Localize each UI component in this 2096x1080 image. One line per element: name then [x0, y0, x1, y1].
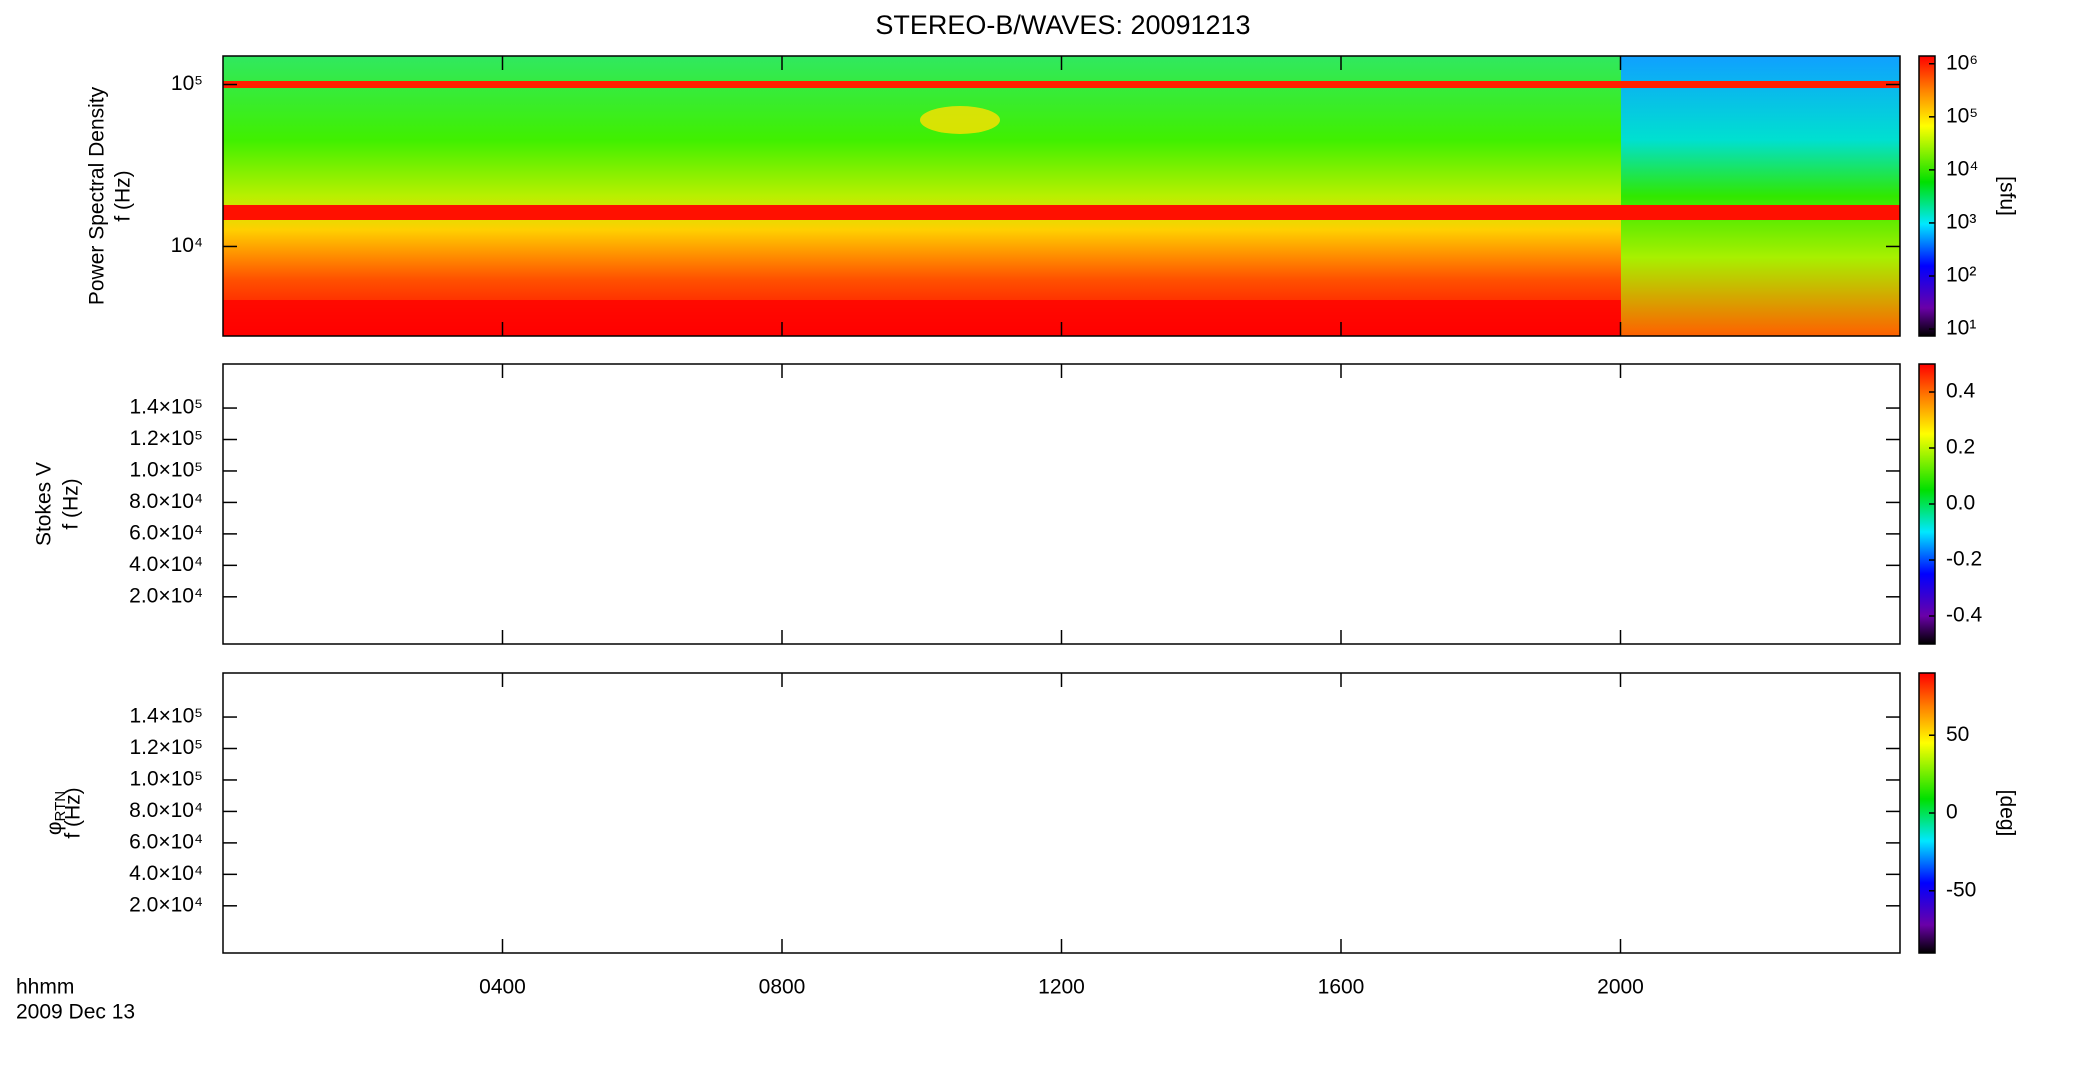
y-tick-label: 1.4×10⁵ [129, 396, 203, 419]
colorbar-tick-label: 10² [1946, 264, 1976, 287]
y-axis-label: Power Spectral Density [86, 86, 109, 305]
emission-band [223, 81, 1900, 88]
y-tick-label: 6.0×10⁴ [129, 830, 203, 853]
x-tick-label: 0800 [759, 976, 806, 999]
colorbar-label: [sfu] [1995, 176, 2018, 216]
y-tick-label: 8.0×10⁴ [129, 799, 203, 822]
y-axis-label: f (Hz) [62, 787, 85, 838]
colorbar-tick-label: 10³ [1946, 210, 1976, 233]
y-tick-label: 1.0×10⁵ [129, 459, 203, 482]
y-axis-label: f (Hz) [60, 478, 83, 529]
y-tick-label: 1.4×10⁵ [129, 705, 203, 728]
date-label: 2009 Dec 13 [16, 1001, 135, 1024]
spectrum-area [223, 56, 1621, 336]
colorbar-tick-label: 0.2 [1946, 436, 1975, 459]
label-symbol: φ [43, 821, 66, 835]
colorbar-label: [deg] [1995, 790, 2018, 837]
colorbar-tick-label: 10⁴ [1946, 157, 1978, 180]
colorbar-tick-label: 10¹ [1946, 317, 1976, 340]
emission-band [223, 205, 1900, 220]
label-subscript: RTN [52, 791, 69, 822]
y-tick-label: 2.0×10⁴ [129, 584, 203, 607]
colorbar-tick-label: -50 [1946, 878, 1976, 901]
y-tick-label: 8.0×10⁴ [129, 490, 203, 513]
colorbar-tick-label: 50 [1946, 723, 1969, 746]
emission-band [223, 300, 1621, 336]
y-tick-label: 1.0×10⁵ [129, 768, 203, 791]
y-tick-label: 2.0×10⁴ [129, 893, 203, 916]
chart-title: STEREO-B/WAVES: 20091213 [875, 10, 1250, 40]
y-tick-label: 10⁴ [171, 234, 203, 257]
x-axis-label: hhmm [16, 976, 74, 999]
y-tick-label: 1.2×10⁵ [129, 736, 203, 759]
y-tick-label: 4.0×10⁴ [129, 862, 203, 885]
colorbar-tick-label: 0.0 [1946, 492, 1975, 515]
spectrum-area [1621, 56, 1900, 336]
colorbar-tick-label: -0.2 [1946, 548, 1982, 571]
x-tick-label: 1200 [1038, 976, 1085, 999]
y-tick-label: 6.0×10⁴ [129, 521, 203, 544]
x-tick-label: 1600 [1318, 976, 1365, 999]
y-tick-label: 1.2×10⁵ [129, 427, 203, 450]
y-tick-label: 4.0×10⁴ [129, 553, 203, 576]
y-axis-label: f (Hz) [112, 170, 135, 221]
y-axis-label: Stokes V [33, 462, 56, 546]
burst [920, 106, 1000, 134]
colorbar-tick-label: 10⁵ [1946, 104, 1978, 127]
x-tick-label: 2000 [1597, 976, 1644, 999]
colorbar-tick-label: 10⁶ [1946, 51, 1978, 74]
y-tick-label: 10⁵ [171, 72, 203, 95]
colorbar-tick-label: 0.4 [1946, 380, 1976, 403]
colorbar-tick-label: -0.4 [1946, 604, 1983, 627]
plot-frame [222, 672, 1901, 954]
colorbar-tick-label: 0 [1946, 801, 1958, 824]
colorbar [1918, 55, 1936, 337]
x-tick-label: 0400 [479, 976, 526, 999]
spectrogram-image [223, 56, 1900, 336]
plot-frame [222, 363, 1901, 645]
y-axis-label: φRTN [43, 791, 69, 835]
